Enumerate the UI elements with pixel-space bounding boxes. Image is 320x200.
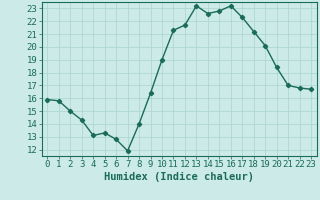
X-axis label: Humidex (Indice chaleur): Humidex (Indice chaleur) bbox=[104, 172, 254, 182]
